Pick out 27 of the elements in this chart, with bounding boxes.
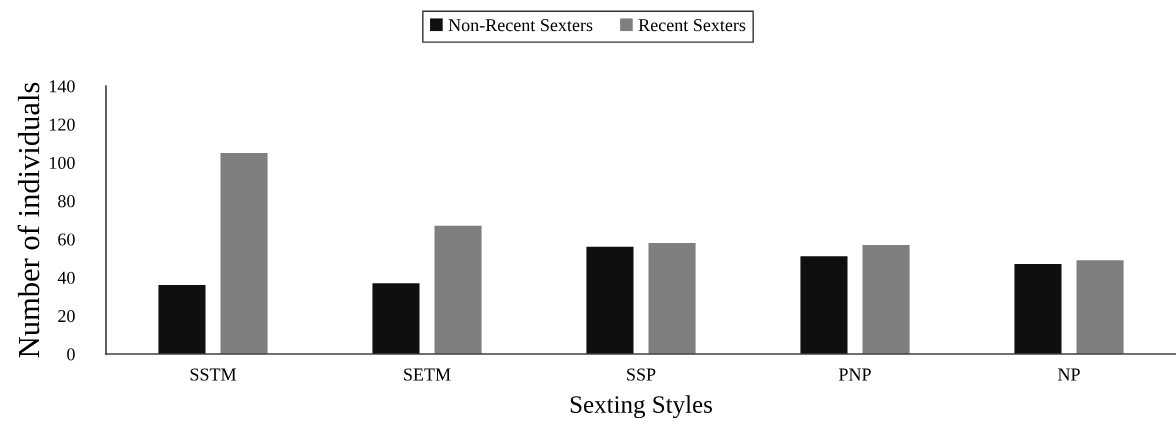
y-tick-label: 40 bbox=[57, 271, 75, 284]
bar bbox=[586, 246, 634, 354]
y-tick-label: 140 bbox=[49, 80, 75, 93]
bar bbox=[800, 256, 848, 354]
x-tick-label: SSTM bbox=[190, 368, 237, 381]
bar bbox=[1014, 264, 1062, 354]
bar bbox=[862, 244, 910, 354]
y-tick-label: 60 bbox=[58, 233, 75, 246]
y-tick-label: 80 bbox=[58, 195, 75, 208]
legend-label: Non-Recent Sexters bbox=[448, 19, 593, 32]
bar bbox=[1076, 260, 1124, 354]
bar bbox=[220, 153, 268, 354]
y-tick-label: 120 bbox=[49, 118, 75, 131]
y-tick-label: 100 bbox=[49, 156, 75, 170]
bar bbox=[434, 225, 482, 354]
y-axis-title: Number of individuals bbox=[17, 82, 40, 358]
x-tick-label: SSP bbox=[627, 368, 656, 381]
y-tick-label: 20 bbox=[58, 309, 75, 323]
bar bbox=[158, 285, 206, 354]
x-tick-label: SETM bbox=[404, 368, 451, 381]
x-tick-label: PNP bbox=[838, 368, 871, 381]
legend-label: Recent Sexters bbox=[638, 19, 746, 32]
y-tick-label: 0 bbox=[67, 348, 75, 361]
x-tick-label: NP bbox=[1057, 368, 1080, 381]
bar bbox=[372, 283, 420, 354]
x-axis-title: Sexting Styles bbox=[570, 395, 712, 419]
bar bbox=[648, 242, 696, 354]
